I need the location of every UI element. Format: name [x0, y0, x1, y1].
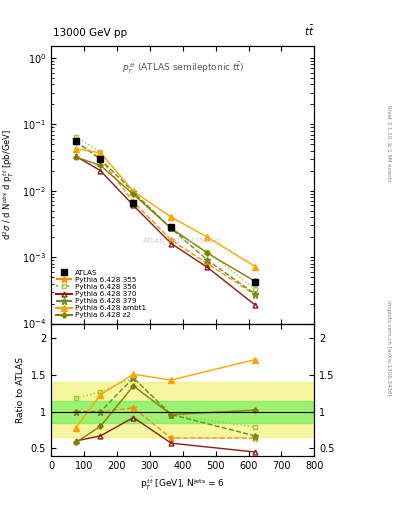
Text: $t\bar{t}$: $t\bar{t}$ — [304, 24, 314, 38]
Bar — [51, 382, 314, 437]
Text: ATLAS_2019_I1750330: ATLAS_2019_I1750330 — [143, 237, 223, 244]
X-axis label: p$^{\,t\bar{t}}_{T}$ [GeV], N$^{\rm jets}$ = 6: p$^{\,t\bar{t}}_{T}$ [GeV], N$^{\rm jets… — [140, 476, 225, 493]
Text: mcplots.cern.ch [arXiv:1306.3436]: mcplots.cern.ch [arXiv:1306.3436] — [386, 301, 391, 396]
Y-axis label: d$^2\sigma$ / d N$^{obs}$ d p$^{\,t\bar{t}}_{T}$ [pb/GeV]: d$^2\sigma$ / d N$^{obs}$ d p$^{\,t\bar{… — [0, 130, 17, 240]
Bar — [51, 400, 314, 422]
Text: 13000 GeV pp: 13000 GeV pp — [53, 28, 127, 38]
Text: $p_T^{\,t\bar{t}}$ (ATLAS semileptonic $t\bar{t}$): $p_T^{\,t\bar{t}}$ (ATLAS semileptonic $… — [122, 60, 244, 76]
Text: Rivet 3.1.10, ≥ 1.9M events: Rivet 3.1.10, ≥ 1.9M events — [386, 105, 391, 182]
Y-axis label: Ratio to ATLAS: Ratio to ATLAS — [16, 357, 25, 422]
Legend: ATLAS, Pythia 6.428 355, Pythia 6.428 356, Pythia 6.428 370, Pythia 6.428 379, P: ATLAS, Pythia 6.428 355, Pythia 6.428 35… — [55, 268, 147, 320]
